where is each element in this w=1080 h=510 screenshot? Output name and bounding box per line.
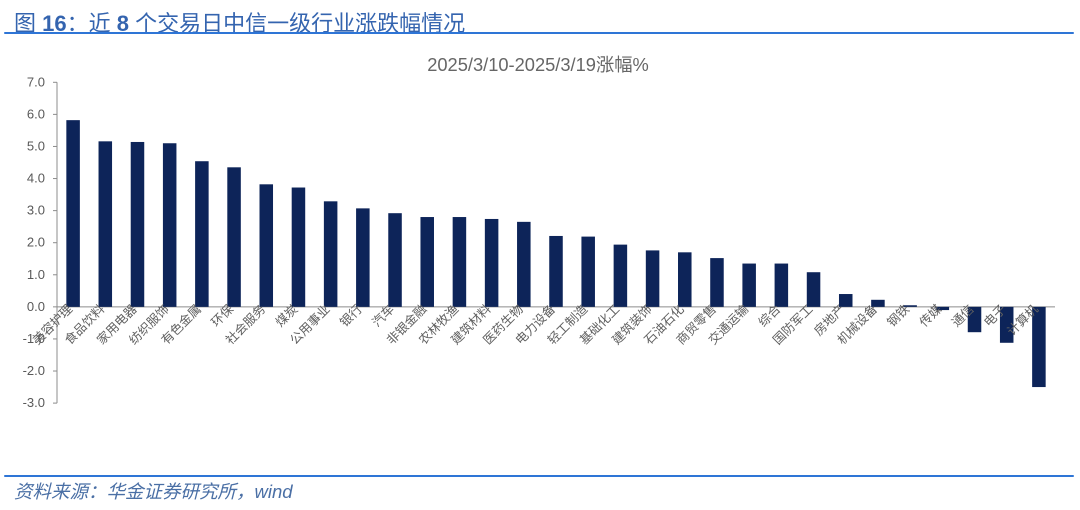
svg-text:-3.0: -3.0: [23, 395, 45, 410]
svg-text:3.0: 3.0: [27, 203, 45, 218]
svg-text:0.0: 0.0: [27, 299, 45, 314]
svg-text:1.0: 1.0: [27, 267, 45, 282]
svg-text:6.0: 6.0: [27, 106, 45, 121]
svg-text:7.0: 7.0: [27, 74, 45, 89]
svg-text:传媒: 传媒: [916, 301, 945, 330]
svg-text:4.0: 4.0: [27, 171, 45, 186]
svg-text:5.0: 5.0: [27, 138, 45, 153]
svg-text:-2.0: -2.0: [23, 363, 45, 378]
svg-text:2.0: 2.0: [27, 235, 45, 250]
